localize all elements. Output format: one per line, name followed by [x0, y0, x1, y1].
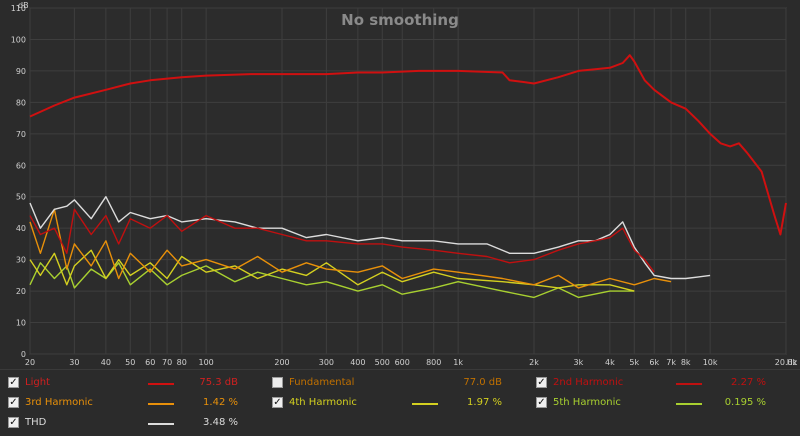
x-tick-label: 100 — [198, 358, 213, 367]
x-tick-label: 8k — [681, 358, 691, 367]
legend-value-light: 75.3 dB — [199, 377, 238, 388]
legend-label-fundamental: Fundamental — [289, 377, 355, 388]
legend-swatch-2nd-harmonic — [676, 383, 702, 385]
y-tick-label: 60 — [16, 161, 26, 170]
y-tick-label: 100 — [11, 35, 26, 44]
legend-item-fundamental[interactable]: ✓ Fundamental 77.0 dB — [272, 374, 512, 394]
legend-label-3rd-harmonic: 3rd Harmonic — [25, 397, 93, 408]
y-tick-label: 0 — [21, 350, 26, 359]
legend-checkbox-5th-harmonic[interactable]: ✓ — [536, 397, 547, 408]
legend-checkbox-3rd-harmonic[interactable]: ✓ — [8, 397, 19, 408]
legend-checkbox-2nd-harmonic[interactable]: ✓ — [536, 377, 547, 388]
legend-item-4th-harmonic[interactable]: ✓ 4th Harmonic 1.97 % — [272, 394, 512, 414]
y-tick-label: 80 — [16, 98, 26, 107]
x-tick-label: 4k — [605, 358, 615, 367]
y-tick-label: 110 — [11, 4, 26, 13]
x-tick-label: 500 — [375, 358, 390, 367]
x-tick-label: 30 — [69, 358, 79, 367]
legend-value-5th-harmonic: 0.195 % — [724, 397, 766, 408]
legend-item-light[interactable]: ✓ Light 75.3 dB — [8, 374, 248, 394]
y-tick-label: 90 — [16, 67, 26, 76]
legend-value-4th-harmonic: 1.97 % — [467, 397, 502, 408]
x-tick-label: 70 — [162, 358, 172, 367]
legend-item-2nd-harmonic[interactable]: ✓ 2nd Harmonic 2.27 % — [536, 374, 776, 394]
series-line-4th-harmonic — [29, 249, 635, 292]
x-tick-label: 5k — [629, 358, 639, 367]
legend-checkbox-thd[interactable]: ✓ — [8, 417, 19, 428]
legend-item-thd[interactable]: ✓ THD 3.48 % — [8, 414, 248, 434]
legend-value-thd: 3.48 % — [203, 417, 238, 428]
legend-value-fundamental: 77.0 dB — [463, 377, 502, 388]
legend-value-3rd-harmonic: 1.42 % — [203, 397, 238, 408]
x-tick-label: 1k — [453, 358, 463, 367]
chart-title: No smoothing — [341, 11, 459, 29]
x-axis-unit: Hz — [787, 358, 797, 367]
x-tick-label: 2k — [529, 358, 539, 367]
legend-value-2nd-harmonic: 2.27 % — [731, 377, 766, 388]
x-tick-label: 40 — [101, 358, 111, 367]
x-tick-label: 800 — [426, 358, 441, 367]
legend-swatch-4th-harmonic — [412, 403, 438, 405]
series-line-3rd-harmonic — [29, 208, 672, 289]
series-line-2nd-harmonic — [29, 208, 655, 273]
y-tick-label: 20 — [16, 287, 26, 296]
x-tick-label: 60 — [145, 358, 155, 367]
legend-checkbox-light[interactable]: ✓ — [8, 377, 19, 388]
x-tick-label: 7k — [666, 358, 676, 367]
x-tick-label: 20 — [25, 358, 35, 367]
x-tick-label: 80 — [177, 358, 187, 367]
legend-swatch-light — [148, 383, 174, 385]
y-axis-unit: dB — [18, 1, 29, 10]
frequency-response-chart[interactable]: 0 10 20 30 40 50 60 70 80 90 100 110 20 30 40 50 60 70 80 1… — [0, 0, 800, 369]
x-tick-label: 6k — [649, 358, 659, 367]
y-tick-label: 30 — [16, 256, 26, 265]
x-tick-label: 10k — [703, 358, 718, 367]
x-tick-label: 300 — [319, 358, 334, 367]
series-line-5th-harmonic — [29, 262, 635, 299]
series-line-thd — [29, 195, 711, 280]
legend-label-5th-harmonic: 5th Harmonic — [553, 397, 621, 408]
x-tick-label: 400 — [350, 358, 365, 367]
x-tick-label: 50 — [125, 358, 135, 367]
y-tick-label: 70 — [16, 130, 26, 139]
legend-swatch-3rd-harmonic — [148, 403, 174, 405]
legend-swatch-thd — [148, 423, 174, 425]
legend-label-2nd-harmonic: 2nd Harmonic — [553, 377, 624, 388]
legend-label-light: Light — [25, 377, 50, 388]
legend-item-5th-harmonic[interactable]: ✓ 5th Harmonic 0.195 % — [536, 394, 776, 414]
legend-label-thd: THD — [25, 417, 47, 428]
legend-label-4th-harmonic: 4th Harmonic — [289, 397, 357, 408]
y-tick-label: 40 — [16, 224, 26, 233]
x-tick-label: 200 — [274, 358, 289, 367]
y-tick-label: 50 — [16, 193, 26, 202]
x-tick-label: 20.0k — [775, 358, 798, 367]
series-line-light — [29, 54, 787, 236]
legend-swatch-5th-harmonic — [676, 403, 702, 405]
plot-area — [29, 7, 787, 355]
x-tick-label: 600 — [395, 358, 410, 367]
legend-item-3rd-harmonic[interactable]: ✓ 3rd Harmonic 1.42 % — [8, 394, 248, 414]
legend-checkbox-4th-harmonic[interactable]: ✓ — [272, 397, 283, 408]
legend-checkbox-fundamental[interactable]: ✓ — [272, 377, 283, 388]
x-tick-label: 3k — [574, 358, 584, 367]
y-tick-label: 10 — [16, 319, 26, 328]
legend-panel: ✓ Light 75.3 dB ✓ Fundamental 77.0 dB ✓ … — [0, 369, 800, 436]
